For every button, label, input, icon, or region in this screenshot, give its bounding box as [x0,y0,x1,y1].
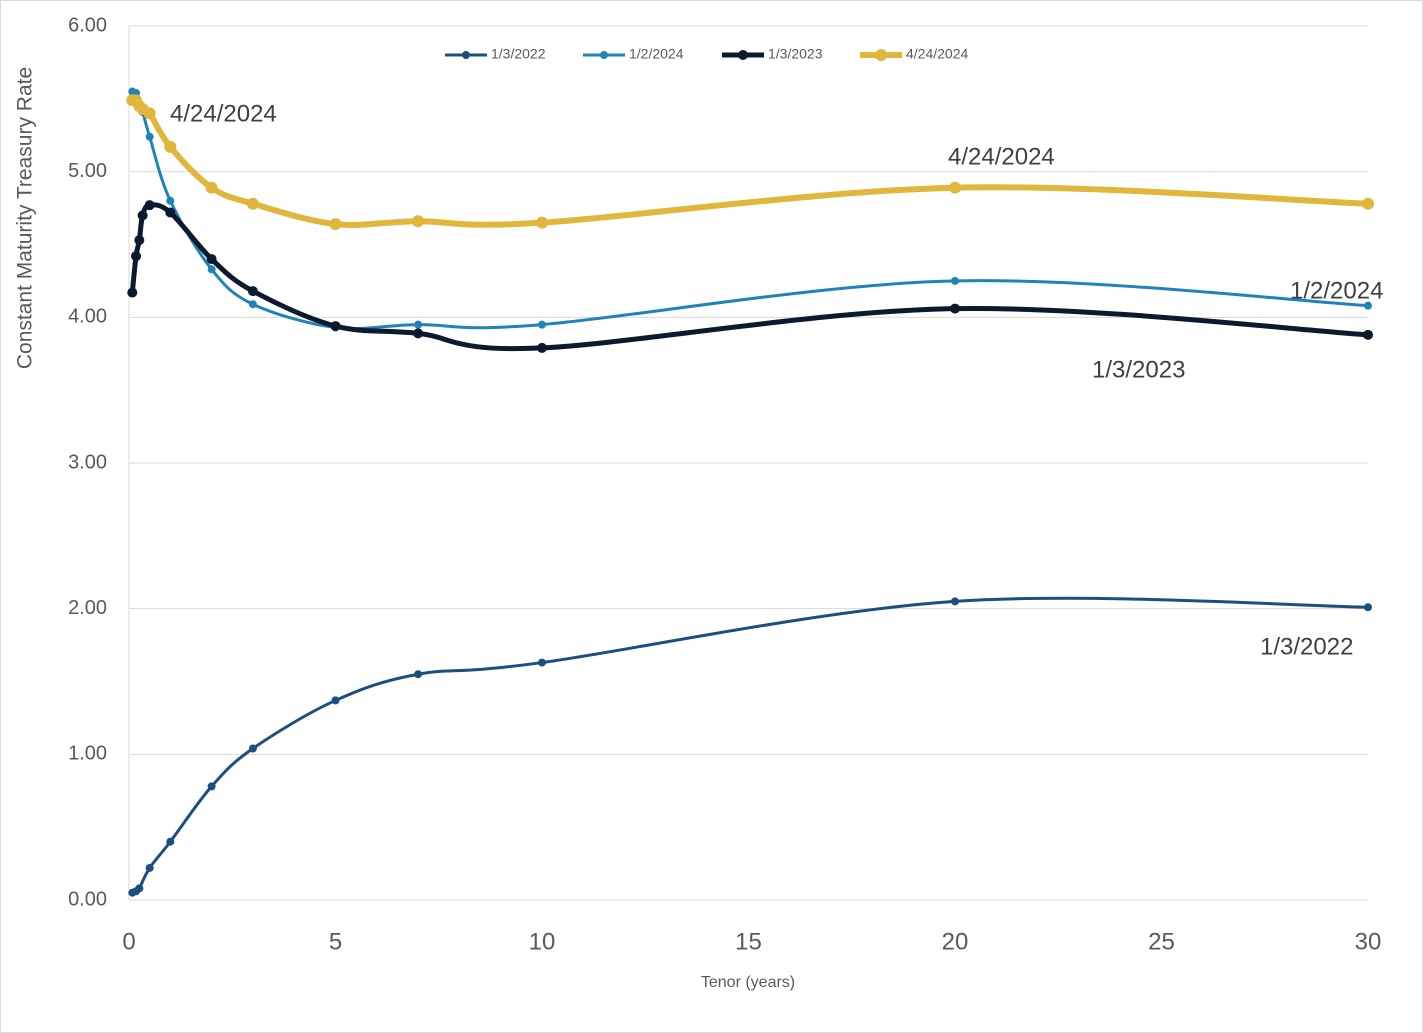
y-tick-label: 4.00 [68,306,107,328]
data-point [134,235,145,246]
annotation: 1/3/2022 [1260,633,1353,660]
legend-label: 1/3/2022 [491,46,546,62]
data-point [205,181,218,194]
data-point [1364,301,1372,310]
data-point [246,197,259,210]
x-tick-label: 20 [942,928,969,955]
data-point [166,196,175,205]
annotation: 4/24/2024 [948,143,1055,170]
legend-marker [462,51,470,59]
data-point [206,254,217,265]
data-point [145,132,154,141]
data-point [135,884,144,893]
x-tick-label: 30 [1355,928,1382,955]
annotation: 1/2/2024 [1290,277,1383,304]
legend-marker [738,50,748,60]
data-point [413,328,424,339]
data-point [414,670,423,679]
series-line [129,202,1369,352]
data-point [949,181,961,194]
data-point [127,287,138,298]
data-point [1364,603,1372,612]
y-tick-label: 5.00 [68,160,107,182]
x-tick-label: 5 [329,928,342,955]
x-tick-label: 25 [1148,928,1175,955]
data-point [131,251,142,262]
data-point [412,215,425,228]
data-point [329,218,342,231]
data-point [247,286,258,297]
data-point [951,276,959,285]
data-point [144,200,155,211]
data-point [330,321,341,332]
data-point [331,696,340,705]
annotation: 4/24/2024 [170,100,277,127]
data-point [950,303,960,314]
y-tick-label: 6.00 [68,14,107,36]
data-point [951,597,959,606]
data-point [538,658,546,667]
legend-label: 1/3/2023 [768,46,823,62]
data-point [137,210,148,221]
data-point [143,107,156,120]
x-tick-label: 10 [529,928,556,955]
y-tick-label: 1.00 [68,743,107,765]
y-axis-title: Constant Maturity Treasury Rate [14,67,37,369]
y-tick-label: 0.00 [68,888,107,910]
data-point [537,342,547,353]
data-point [248,300,257,309]
legend-marker [875,49,887,61]
data-point [538,320,546,329]
x-tick-label: 15 [735,928,762,955]
data-point [414,320,423,329]
x-axis-title: Tenor (years) [701,974,795,991]
data-point [207,782,216,791]
data-point [164,140,177,153]
data-point [165,207,176,218]
data-point [248,744,257,753]
annotation: 1/3/2023 [1092,356,1185,383]
data-point [1362,197,1374,210]
y-tick-label: 2.00 [68,597,107,619]
data-point [536,216,548,229]
legend-label: 4/24/2024 [906,46,968,62]
data-point [1363,329,1373,340]
y-tick-label: 3.00 [68,451,107,473]
legend-label: 1/2/2024 [629,46,684,62]
data-point [166,837,175,846]
legend-marker [600,51,608,59]
data-point [145,863,154,872]
x-tick-label: 0 [122,928,135,955]
data-point [207,265,216,274]
